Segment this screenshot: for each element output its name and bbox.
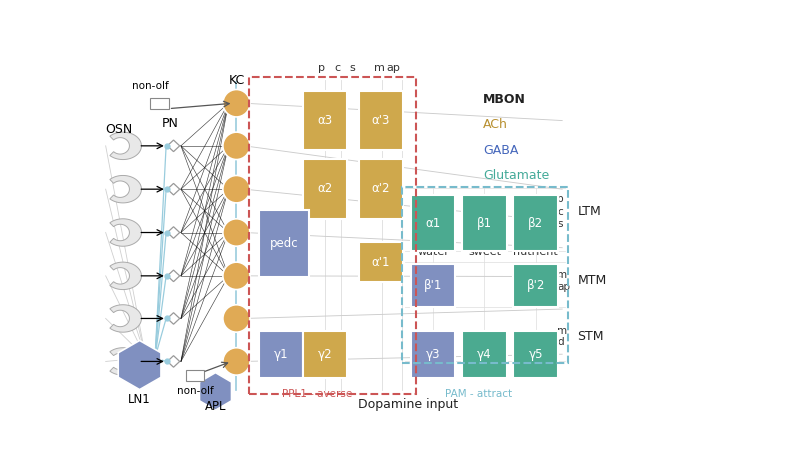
FancyBboxPatch shape [411, 264, 455, 307]
Text: MBON: MBON [483, 93, 526, 106]
Text: m: m [557, 270, 568, 280]
Text: m: m [373, 62, 384, 73]
FancyBboxPatch shape [411, 331, 455, 378]
Text: s: s [349, 62, 355, 73]
Polygon shape [167, 356, 180, 367]
Text: APL: APL [205, 400, 226, 413]
Text: PN: PN [162, 117, 179, 130]
Text: KC: KC [228, 74, 244, 87]
Ellipse shape [223, 175, 250, 203]
Text: γ1: γ1 [274, 348, 288, 361]
FancyBboxPatch shape [303, 91, 348, 150]
Text: non-olf: non-olf [177, 386, 213, 396]
Text: non-olf: non-olf [132, 81, 169, 91]
Text: β'2: β'2 [526, 279, 544, 292]
Text: α'1: α'1 [372, 256, 390, 269]
FancyBboxPatch shape [462, 331, 506, 378]
Polygon shape [167, 313, 180, 324]
Text: s: s [557, 219, 563, 229]
Text: c: c [334, 62, 340, 73]
Text: ACh: ACh [483, 118, 508, 131]
Text: LTM: LTM [578, 205, 601, 218]
Polygon shape [167, 140, 180, 151]
Text: MTM: MTM [578, 274, 607, 287]
Polygon shape [167, 227, 180, 238]
FancyBboxPatch shape [411, 195, 455, 251]
Text: sweet: sweet [468, 247, 501, 257]
FancyBboxPatch shape [259, 331, 303, 378]
Bar [150, 98, 169, 109]
Text: Dopamine input: Dopamine input [358, 398, 458, 411]
Text: α'3: α'3 [372, 114, 390, 127]
Polygon shape [110, 305, 142, 332]
FancyBboxPatch shape [513, 331, 558, 378]
Ellipse shape [223, 90, 250, 117]
FancyBboxPatch shape [303, 331, 348, 378]
Text: PAM - attract: PAM - attract [445, 389, 513, 400]
Text: β2: β2 [528, 217, 543, 230]
Text: γ4: γ4 [477, 348, 492, 361]
Ellipse shape [223, 348, 250, 375]
Text: α2: α2 [318, 182, 333, 196]
Text: Glutamate: Glutamate [483, 169, 549, 182]
Text: β'1: β'1 [424, 279, 443, 292]
Text: LN1: LN1 [128, 393, 151, 406]
FancyBboxPatch shape [358, 242, 403, 282]
Text: γ2: γ2 [318, 348, 333, 361]
FancyBboxPatch shape [303, 159, 348, 219]
Polygon shape [110, 262, 142, 289]
Text: STM: STM [578, 330, 604, 343]
FancyBboxPatch shape [513, 264, 558, 307]
Text: c: c [557, 206, 563, 217]
Bar [185, 371, 205, 381]
Ellipse shape [223, 219, 250, 246]
Text: d: d [557, 337, 564, 348]
Text: pedc: pedc [270, 237, 298, 250]
FancyBboxPatch shape [462, 195, 506, 251]
Polygon shape [110, 348, 142, 375]
Text: GABA: GABA [483, 144, 518, 157]
Polygon shape [200, 373, 232, 410]
Polygon shape [167, 270, 180, 281]
Text: α'2: α'2 [372, 182, 390, 196]
Ellipse shape [223, 305, 250, 332]
FancyBboxPatch shape [259, 210, 309, 277]
Polygon shape [110, 132, 142, 159]
Text: ap: ap [557, 282, 570, 292]
Text: β1: β1 [477, 217, 492, 230]
FancyBboxPatch shape [358, 159, 403, 219]
Text: p: p [557, 194, 564, 204]
Polygon shape [110, 219, 142, 246]
FancyBboxPatch shape [513, 195, 558, 251]
Text: α1: α1 [426, 217, 441, 230]
Polygon shape [110, 175, 142, 203]
FancyBboxPatch shape [358, 91, 403, 150]
Polygon shape [119, 340, 161, 390]
Text: ap: ap [387, 62, 400, 73]
Text: nutrient: nutrient [513, 247, 558, 257]
Text: γ5: γ5 [529, 348, 543, 361]
Ellipse shape [223, 262, 250, 289]
Polygon shape [167, 183, 180, 195]
Text: α3: α3 [318, 114, 333, 127]
Text: γ3: γ3 [426, 348, 440, 361]
Text: p: p [318, 62, 325, 73]
Text: OSN: OSN [106, 123, 133, 136]
Text: m: m [557, 326, 568, 336]
Ellipse shape [223, 132, 250, 159]
Text: PPL1 - averse: PPL1 - averse [282, 389, 352, 400]
Text: water: water [417, 247, 449, 257]
